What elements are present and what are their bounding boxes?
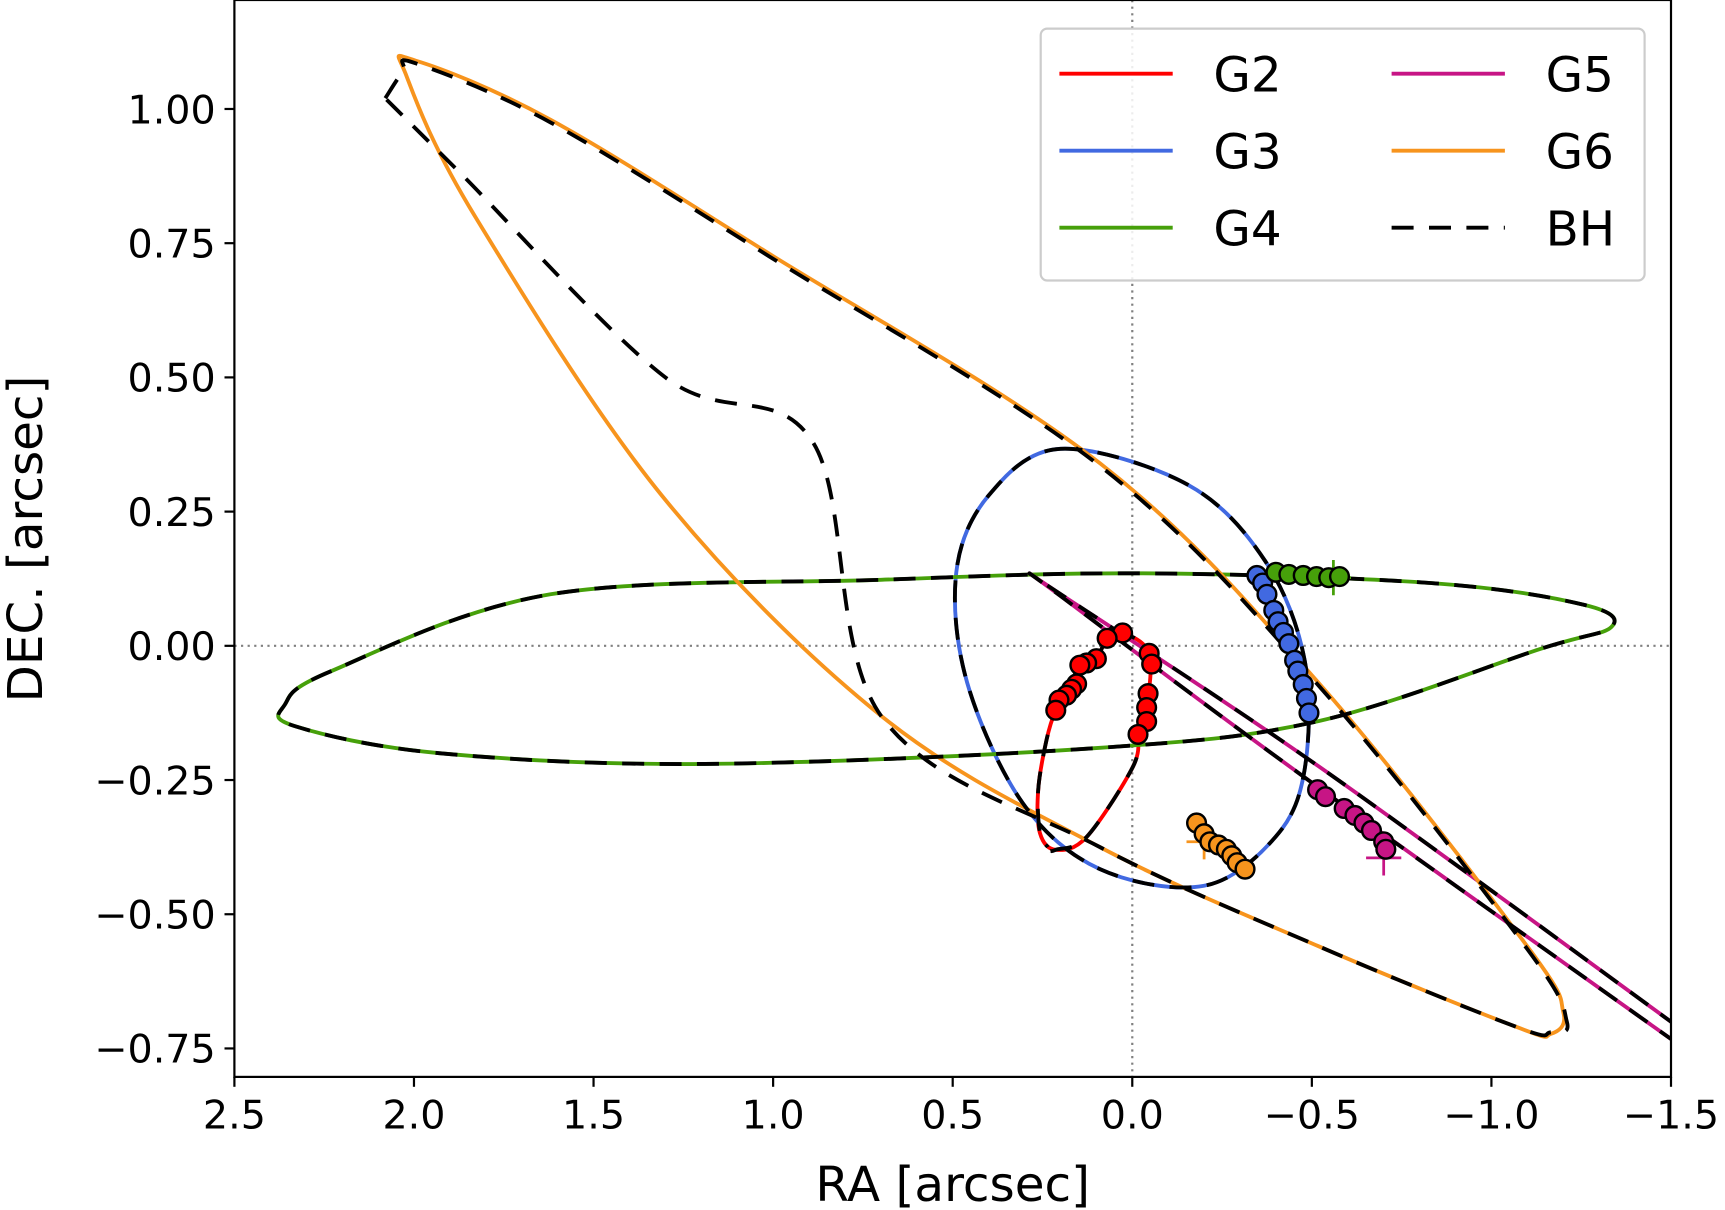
x-tick-label: 0.0: [1101, 1093, 1164, 1139]
x-axis-label: RA [arcsec]: [815, 1157, 1090, 1210]
y-axis-label: DEC. [arcsec]: [0, 376, 54, 703]
legend-label-g6: G6: [1546, 124, 1614, 180]
legend-label-g3: G3: [1213, 124, 1281, 180]
x-tick-label: 2.0: [382, 1093, 445, 1139]
y-tick-label: −0.50: [94, 893, 215, 939]
legend-label-g5: G5: [1546, 47, 1614, 103]
g3-observation-point: [1298, 702, 1320, 724]
g4-orbit: [276, 571, 1617, 766]
y-tick-label: 0.00: [128, 624, 216, 670]
g6-observation-point: [1234, 858, 1256, 880]
g2-observation-point: [1069, 654, 1091, 676]
legend-box: [1039, 27, 1646, 282]
g4-bh-orbit: [276, 571, 1617, 766]
y-tick-label: 1.00: [128, 87, 216, 133]
observations: [1045, 560, 1402, 880]
legend-label-g2: G2: [1213, 47, 1281, 103]
x-ticks: 2.5 2.0 1.5 1.0 0.5 0.0 −0.5 −1.0 −1.5: [203, 1076, 1719, 1139]
y-tick-label: 0.25: [128, 490, 216, 536]
legend-label-bh: BH: [1546, 201, 1616, 257]
g2-observation-point: [1141, 653, 1163, 675]
x-tick-label: −0.5: [1264, 1093, 1360, 1139]
legend: G2 G3 G4 G5 G6 BH: [1039, 27, 1646, 282]
y-tick-label: −0.75: [94, 1027, 215, 1073]
y-tick-label: 0.75: [128, 221, 216, 267]
x-tick-label: 1.5: [562, 1093, 625, 1139]
x-tick-label: 1.0: [742, 1093, 805, 1139]
x-tick-label: −1.5: [1623, 1093, 1719, 1139]
g2-observation-point: [1045, 699, 1067, 721]
g3-bh-orbit: [952, 446, 1311, 890]
g4-observation-point: [1328, 566, 1351, 588]
y-tick-label: −0.25: [94, 758, 215, 804]
y-tick-label: 0.50: [128, 356, 216, 402]
x-tick-label: 2.5: [203, 1093, 266, 1139]
g5-observation-point: [1314, 786, 1337, 808]
legend-label-g4: G4: [1213, 201, 1281, 257]
orbits: [276, 53, 1672, 1042]
x-tick-label: 0.5: [921, 1093, 984, 1139]
x-tick-label: −1.0: [1443, 1093, 1539, 1139]
g5-observation-point: [1375, 838, 1397, 860]
g5-bh-orbit: [1027, 571, 1672, 1042]
g2-observation-point: [1127, 723, 1149, 745]
g2-observation-point: [1096, 627, 1118, 649]
y-ticks: 1.00 0.75 0.50 0.25 0.00 −0.25 −0.50 −0.75: [94, 87, 235, 1073]
